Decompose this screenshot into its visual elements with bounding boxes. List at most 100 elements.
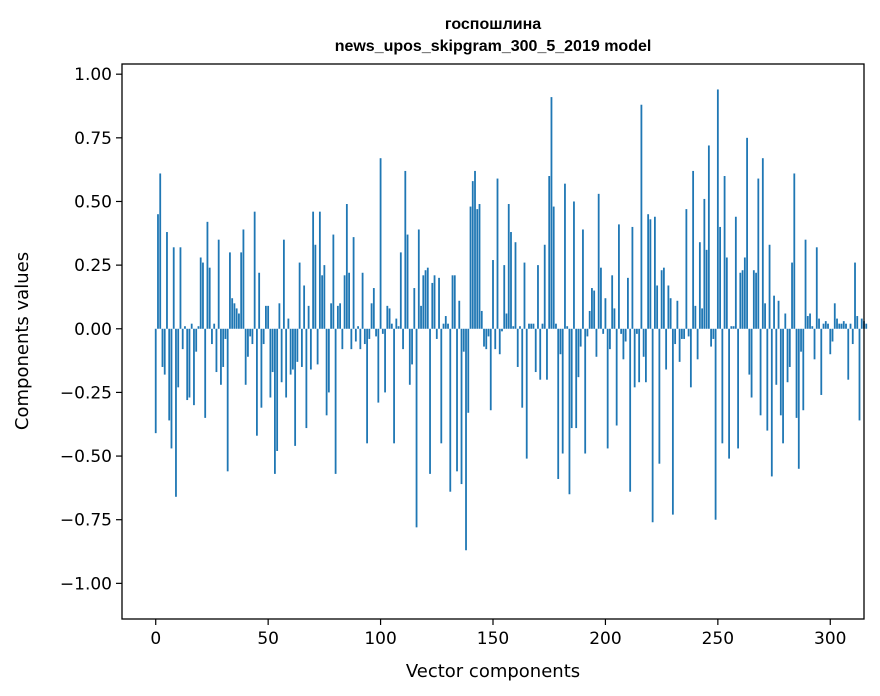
- bar: [375, 328, 377, 337]
- bar: [757, 178, 760, 329]
- bar: [413, 288, 416, 329]
- bar: [813, 328, 816, 360]
- bar: [633, 328, 636, 388]
- bar: [577, 328, 580, 378]
- bar: [710, 328, 712, 347]
- bar: [217, 239, 220, 329]
- bar: [851, 328, 854, 345]
- bar: [226, 328, 229, 472]
- bar: [395, 318, 398, 329]
- y-tick-label: 0.50: [74, 192, 112, 212]
- bar: [478, 204, 481, 329]
- bar: [649, 219, 652, 329]
- bar: [627, 277, 629, 329]
- bar: [795, 328, 798, 418]
- bar: [703, 198, 706, 329]
- bar: [636, 328, 638, 334]
- bar: [372, 288, 375, 329]
- bar: [611, 275, 614, 329]
- bar: [240, 252, 243, 329]
- bar: [474, 170, 476, 329]
- bar: [847, 328, 850, 380]
- bar: [426, 267, 429, 329]
- bar: [368, 328, 371, 339]
- bar: [552, 206, 555, 329]
- bar: [615, 328, 618, 426]
- bar: [161, 328, 164, 367]
- bar: [597, 193, 600, 329]
- bar: [764, 303, 766, 329]
- bar: [339, 303, 341, 329]
- bar: [534, 328, 537, 373]
- bar: [186, 328, 189, 401]
- bar: [494, 328, 497, 350]
- bar: [487, 328, 490, 337]
- bar: [280, 328, 283, 383]
- bar: [411, 328, 413, 365]
- bar: [777, 300, 780, 329]
- bar: [822, 323, 825, 329]
- bar: [618, 224, 620, 329]
- bar: [379, 158, 382, 329]
- bar: [584, 328, 587, 454]
- bar: [359, 328, 362, 350]
- bar: [343, 275, 346, 329]
- bar: [244, 328, 247, 385]
- bar: [235, 308, 238, 329]
- bar: [215, 328, 218, 373]
- bar: [514, 242, 517, 329]
- bar: [274, 328, 276, 474]
- bar: [721, 328, 724, 444]
- bar: [408, 328, 411, 385]
- bar: [793, 173, 796, 329]
- bar: [300, 328, 303, 367]
- bar: [525, 328, 528, 459]
- bar: [676, 300, 679, 329]
- x-tick-label: 0: [150, 629, 161, 649]
- bar: [197, 326, 200, 329]
- bar: [573, 201, 575, 329]
- chart-subtitle: news_upos_skipgram_300_5_2019 model: [335, 38, 652, 55]
- bar: [318, 211, 321, 329]
- bar: [606, 328, 609, 449]
- bar: [602, 328, 605, 334]
- bar: [678, 328, 681, 362]
- bar: [770, 328, 773, 477]
- bar: [422, 275, 425, 329]
- bar: [836, 318, 838, 329]
- bar: [667, 285, 670, 329]
- bar: [737, 328, 739, 449]
- x-axis-ticks: 0 50 100 150 200 250 300: [150, 619, 846, 649]
- bar: [345, 204, 348, 329]
- plot-area-frame: [121, 63, 865, 620]
- bar: [327, 328, 330, 393]
- bar: [782, 328, 784, 444]
- bar: [831, 328, 834, 342]
- bar: [739, 272, 742, 329]
- bar: [620, 328, 623, 334]
- bar: [469, 206, 472, 329]
- bar: [285, 328, 288, 398]
- bar: [336, 305, 339, 329]
- bar: [516, 328, 519, 367]
- bar: [622, 328, 625, 360]
- bar: [314, 244, 317, 329]
- bar: [465, 328, 467, 551]
- bar: [750, 328, 753, 398]
- bar: [566, 326, 569, 329]
- bar: [732, 326, 735, 329]
- bar: [229, 252, 231, 329]
- bar: [330, 303, 333, 329]
- bar: [354, 328, 357, 342]
- bar: [361, 272, 364, 329]
- bar: [638, 328, 641, 383]
- bar: [768, 244, 771, 329]
- bar: [806, 316, 809, 329]
- bar: [204, 328, 207, 418]
- bar: [208, 267, 211, 329]
- bars-group: [154, 89, 868, 551]
- bar: [238, 313, 240, 329]
- bar: [507, 204, 510, 329]
- bar: [211, 328, 213, 345]
- bar: [564, 183, 566, 329]
